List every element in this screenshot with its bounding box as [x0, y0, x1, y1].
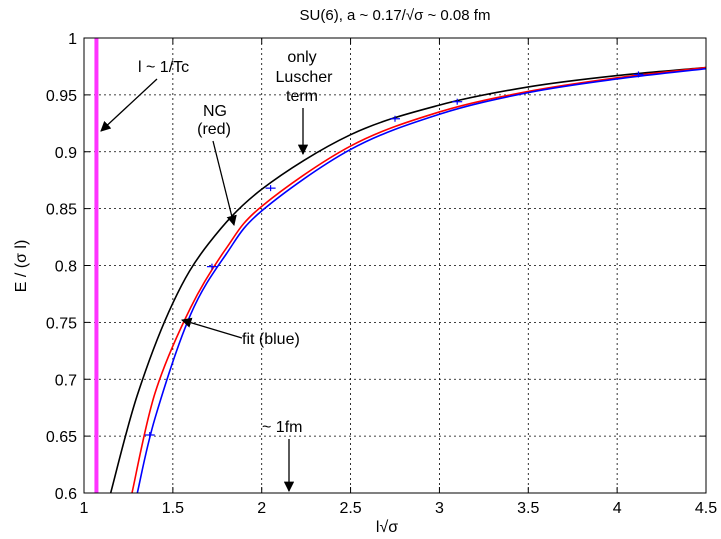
x-tick-label: 3.5 — [517, 500, 539, 517]
y-tick-label: 0.9 — [55, 145, 77, 162]
annotation-fit: fit (blue) — [181, 317, 300, 348]
annotation-tc-arrow — [100, 78, 158, 132]
y-tick-label: 0.95 — [46, 88, 77, 105]
annotation-red-label: (red) — [197, 121, 231, 138]
x-axis-ticks: 1 1.5 2 2.5 3 3.5 4 4.5 — [80, 38, 717, 517]
chart-title: SU(6), a ~ 0.17/√σ ~ 0.08 fm — [300, 7, 491, 24]
annotation-fit-arrow — [181, 317, 243, 339]
data-point — [144, 431, 155, 438]
y-tick-label: 0.65 — [46, 429, 77, 446]
annotation-luscher: only Luscher term — [276, 49, 334, 156]
y-tick-label: 1 — [68, 31, 77, 48]
y-tick-label: 0.7 — [55, 372, 77, 389]
annotation-term-label: term — [286, 88, 318, 105]
annotation-ng: NG (red) — [197, 103, 237, 227]
y-axis-ticks: 0.6 0.65 0.7 0.75 0.8 0.85 0.9 0.95 1 — [46, 31, 706, 503]
x-tick-label: 2 — [257, 500, 266, 517]
y-tick-label: 0.8 — [55, 259, 77, 276]
data-points-group — [144, 71, 644, 438]
y-axis-title: E / (σ l) — [13, 240, 30, 293]
annotation-fm: ~ 1fm — [262, 419, 302, 493]
data-point — [206, 263, 217, 270]
data-point — [390, 115, 400, 122]
series-line-1 — [109, 66, 706, 493]
annotation-luscher-label: Luscher — [276, 69, 334, 86]
annotation-ng-arrow — [212, 140, 237, 227]
y-tick-label: 0.6 — [55, 486, 77, 503]
annotation-tc-label: l ~ 1/Tc — [138, 59, 189, 76]
series-line-3 — [136, 67, 706, 493]
series-group — [109, 66, 706, 493]
x-tick-label: 4 — [613, 500, 622, 517]
y-tick-label: 0.75 — [46, 315, 77, 332]
annotation-fm-label: ~ 1fm — [262, 419, 302, 436]
data-point — [265, 185, 276, 192]
annotation-ng-label: NG — [203, 103, 227, 120]
annotation-fit-label: fit (blue) — [242, 331, 300, 348]
annotation-tc: l ~ 1/Tc — [100, 59, 189, 132]
x-tick-label: 2.5 — [339, 500, 361, 517]
series-line-2 — [131, 66, 706, 493]
x-tick-label: 3 — [435, 500, 444, 517]
x-tick-label: 1.5 — [162, 500, 184, 517]
x-tick-label: 1 — [80, 500, 89, 517]
data-point — [452, 98, 463, 105]
y-tick-label: 0.85 — [46, 202, 77, 219]
x-axis-title: l√σ — [376, 519, 398, 536]
x-tick-label: 4.5 — [695, 500, 717, 517]
data-point — [633, 71, 644, 78]
annotation-only-label: only — [287, 49, 316, 66]
